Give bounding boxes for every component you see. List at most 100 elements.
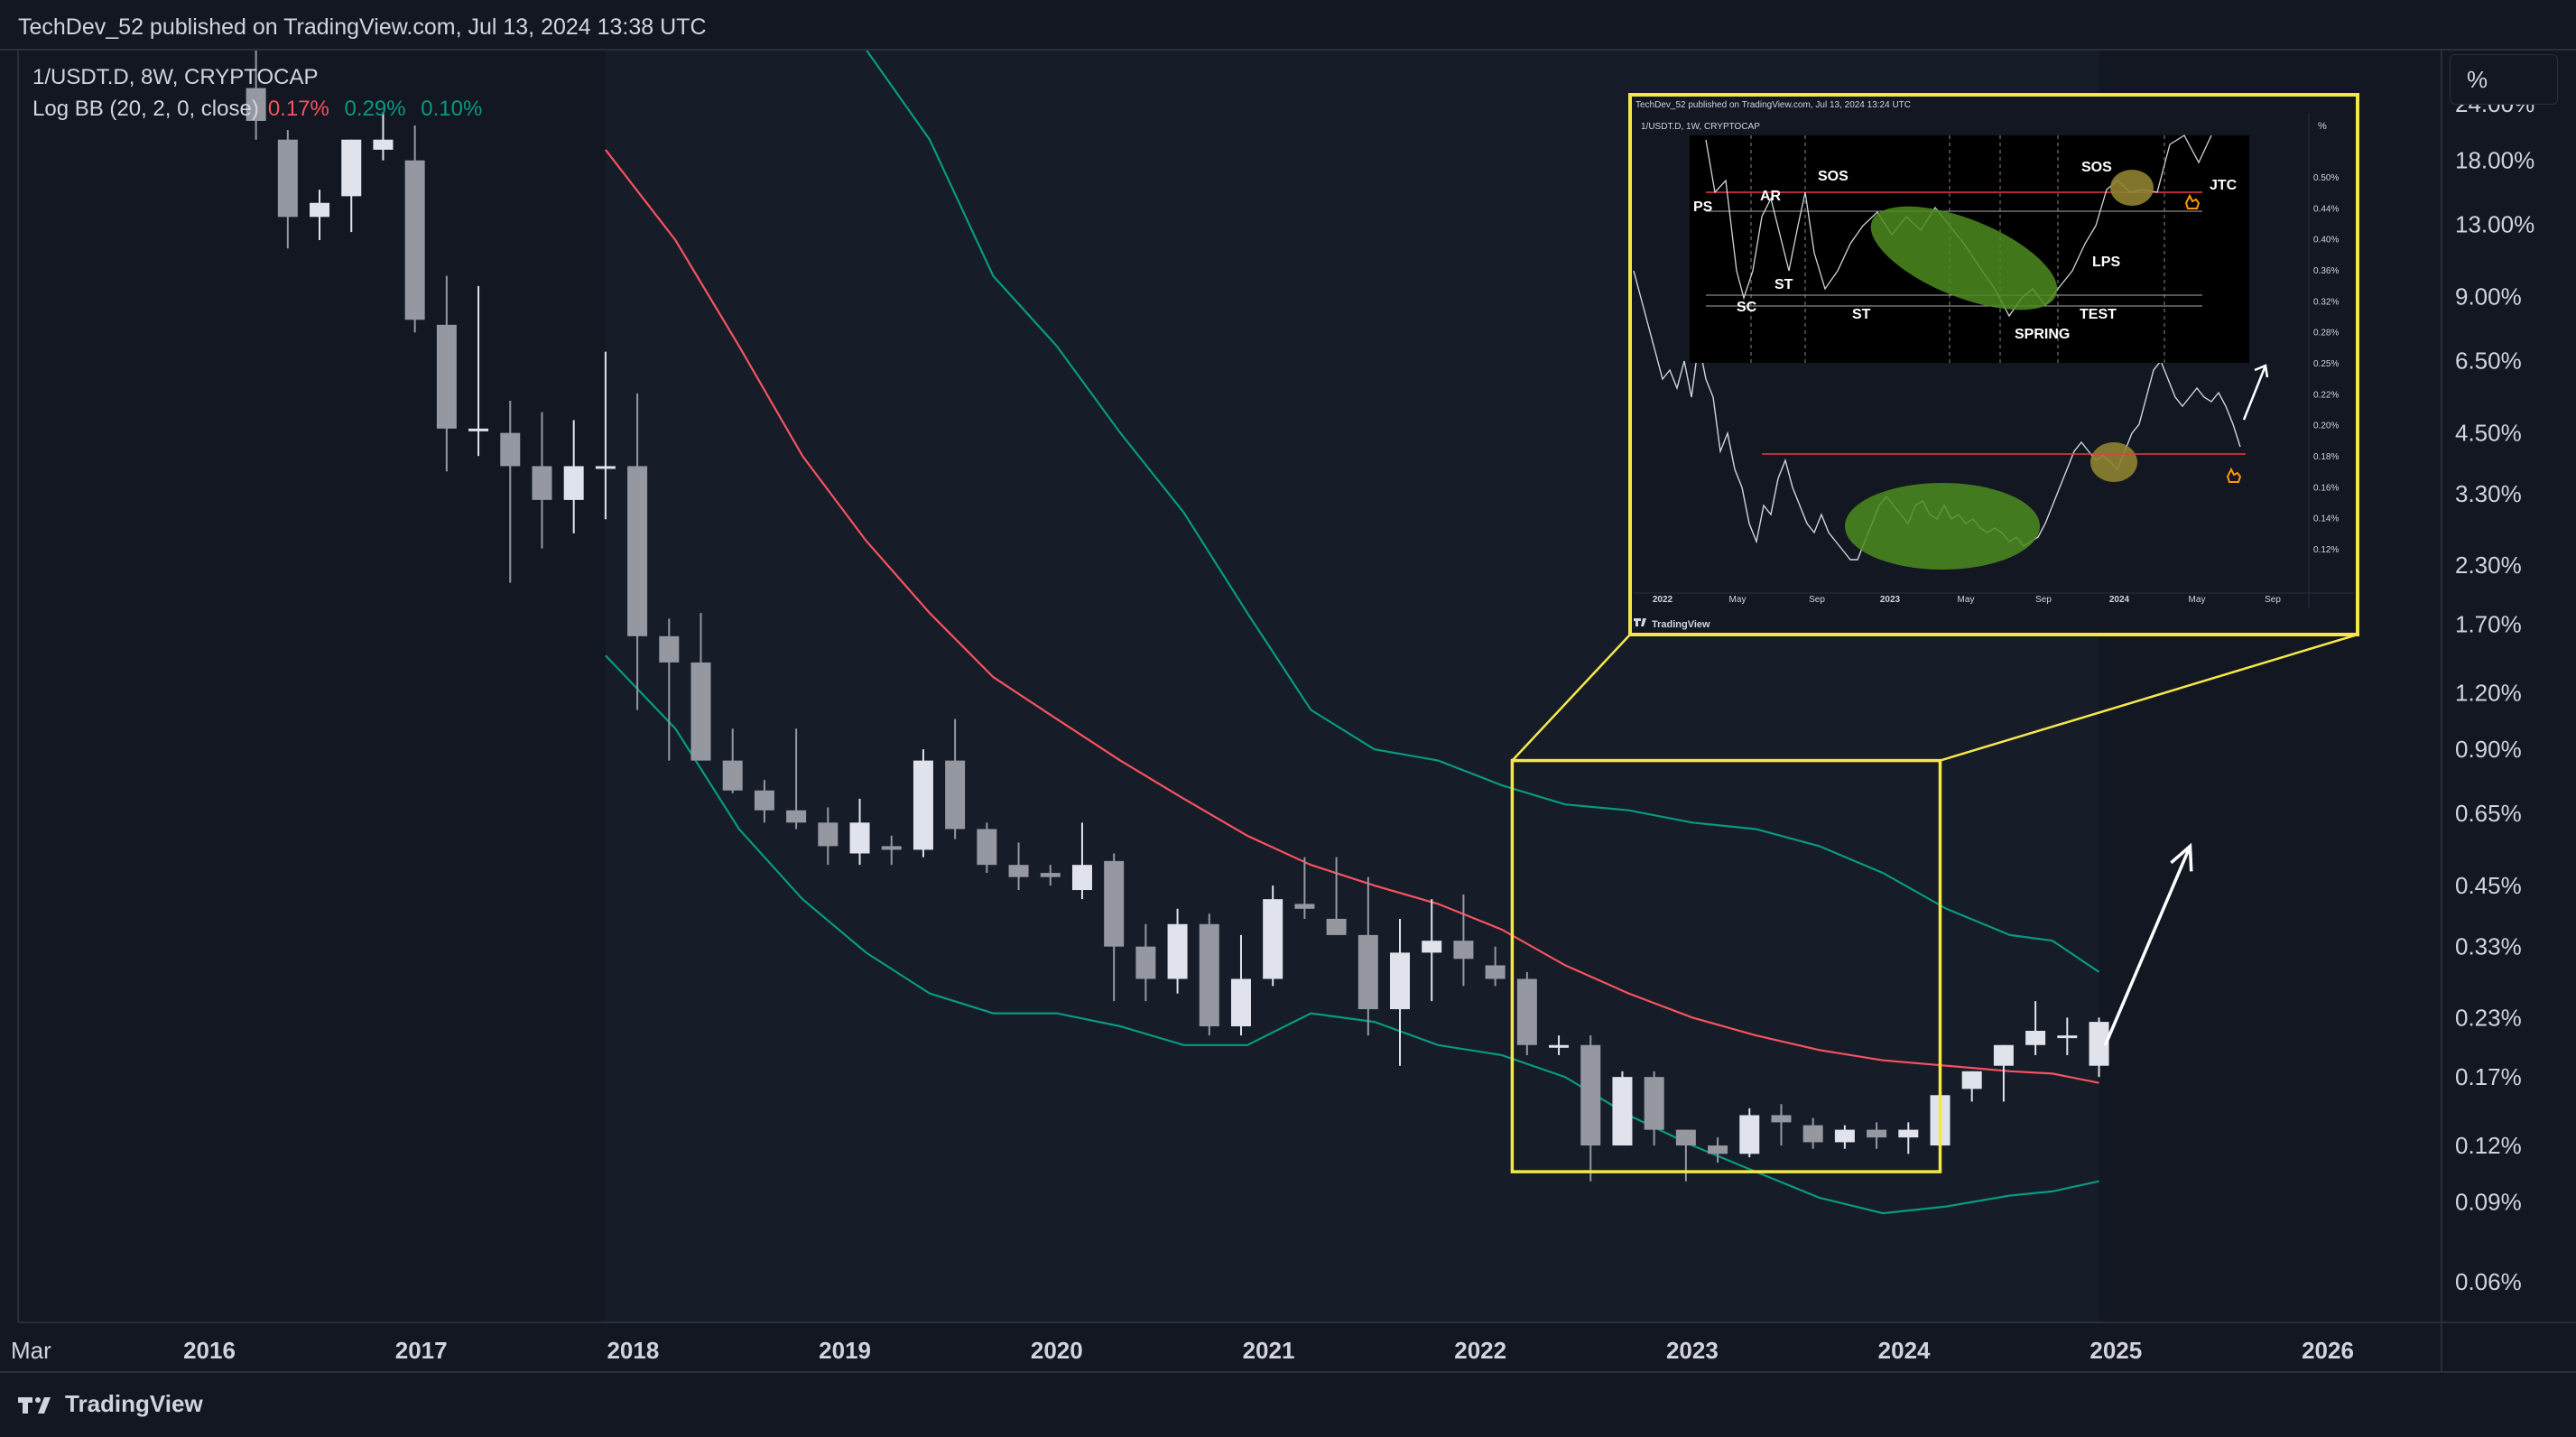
- percent-scale-button[interactable]: %: [2450, 54, 2558, 105]
- candle: [1294, 857, 1315, 919]
- inset-x-tick-label: 2022: [1653, 595, 1673, 605]
- candle-body: [1961, 1071, 1982, 1089]
- inset-x-tick-label: 2023: [1880, 595, 1901, 605]
- candle: [1104, 853, 1125, 1002]
- connector-line-right: [1940, 633, 2358, 762]
- published-line: TechDev_52 published on TradingView.com,…: [18, 14, 707, 40]
- candle-body: [690, 662, 711, 761]
- inset-y-tick-label: 0.40%: [2313, 236, 2339, 246]
- inset-wyckoff-label: JTC: [2210, 178, 2238, 193]
- inset-wyckoff-label: TEST: [2080, 307, 2117, 322]
- candle-body: [341, 139, 362, 197]
- candlestick-series: [246, 50, 2109, 1182]
- candle-body: [2057, 1035, 2078, 1039]
- candle-body: [754, 790, 774, 811]
- tradingview-footer: TradingView: [18, 1390, 203, 1418]
- tradingview-brand: TradingView: [65, 1390, 203, 1417]
- projection-arrow-shaft: [2103, 845, 2192, 1046]
- candle-body: [1008, 865, 1029, 877]
- candle: [722, 728, 743, 793]
- inset-accumulation-ellipse-top: [1870, 206, 2058, 311]
- candle-body: [468, 428, 489, 431]
- y-tick-label: 0.09%: [2455, 1189, 2522, 1216]
- candle-body: [1834, 1129, 1855, 1143]
- candle: [659, 618, 680, 761]
- inset-y-tick-label: 0.50%: [2313, 173, 2339, 183]
- candle: [849, 798, 870, 866]
- candle: [1516, 971, 1537, 1055]
- candle-body: [436, 324, 457, 429]
- candle-body: [849, 822, 870, 854]
- candle-body: [1357, 934, 1378, 1010]
- candle-body: [1104, 860, 1125, 947]
- candle: [373, 112, 394, 161]
- inset-wyckoff-label: SOS: [2081, 160, 2112, 175]
- inset-x-tick-label: Sep: [1809, 595, 1825, 605]
- candle: [310, 190, 330, 240]
- candle: [468, 285, 489, 457]
- candle-body: [277, 139, 298, 218]
- candle-body: [977, 829, 997, 866]
- candle: [1771, 1104, 1792, 1146]
- candle-body: [659, 635, 680, 663]
- candle: [1708, 1137, 1728, 1163]
- y-tick-label: 0.45%: [2455, 872, 2522, 899]
- y-tick-label: 2.30%: [2455, 552, 2522, 579]
- candle-body: [1739, 1115, 1760, 1154]
- candle: [1230, 934, 1251, 1036]
- inset-y-tick-label: 0.32%: [2313, 297, 2339, 307]
- candle-body: [1580, 1044, 1601, 1146]
- tradingview-logo-icon: [18, 1396, 51, 1414]
- inset-breakout-ellipse-top: [2110, 170, 2154, 206]
- inset-header: TechDev_52 published on TradingView.com,…: [1635, 100, 1911, 110]
- candle: [977, 822, 997, 874]
- candle: [690, 613, 711, 761]
- time-axis[interactable]: Mar 2016 2017 2018 2019 2020 2021 2022 2023 2024 2…: [11, 1337, 2354, 1364]
- candle-body: [500, 432, 521, 467]
- candle: [1040, 865, 1061, 886]
- inset-wyckoff-label: SC: [1737, 300, 1757, 315]
- candle: [786, 728, 807, 830]
- inset-brand: TradingView: [1652, 619, 1710, 630]
- candle: [595, 351, 616, 520]
- candle-body: [1675, 1129, 1696, 1146]
- inset-x-tick-label: May: [1729, 595, 1747, 605]
- x-tick-label: 2026: [2302, 1337, 2354, 1364]
- connector-line-left: [1511, 634, 1631, 762]
- candle: [1199, 913, 1219, 1036]
- candle: [532, 412, 552, 549]
- inset-chart: TechDev_52 published on TradingView.com,…: [1628, 93, 2359, 636]
- symbol-line[interactable]: 1/USDT.D, 8W, CRYPTOCAP: [32, 65, 319, 89]
- inset-wyckoff-label: ST: [1852, 307, 1871, 322]
- candle: [1326, 857, 1347, 935]
- candle-body: [1294, 904, 1315, 909]
- candle-body: [627, 466, 648, 636]
- candle: [1008, 842, 1029, 891]
- candle-body: [1549, 1044, 1570, 1048]
- indicator-line[interactable]: Log BB (20, 2, 0, close) 0.17% 0.29% 0.10…: [32, 93, 491, 125]
- x-tick-label: 2021: [1243, 1337, 1295, 1364]
- candle-body: [1644, 1077, 1664, 1130]
- x-tick-label: 2019: [819, 1337, 871, 1364]
- inset-wyckoff-label: PS: [1693, 199, 1713, 215]
- inset-x-tick-label: Sep: [2265, 595, 2281, 605]
- candle-body: [1326, 918, 1347, 935]
- inset-tradingview-logo-icon: [1634, 618, 1646, 626]
- candle: [1549, 1035, 1570, 1055]
- candle: [754, 780, 774, 823]
- inset-y-tick-label: 0.22%: [2313, 390, 2339, 400]
- candle-body: [310, 202, 330, 218]
- x-tick-label: 2024: [1878, 1337, 1931, 1364]
- candle: [1167, 908, 1188, 994]
- y-tick-label: 3.30%: [2455, 480, 2522, 507]
- projection-arrow-head: [2170, 842, 2193, 872]
- y-tick-label: 0.17%: [2455, 1063, 2522, 1090]
- inset-y-tick-label: 0.20%: [2313, 422, 2339, 431]
- inset-breakout-ellipse-bottom: [2090, 442, 2137, 482]
- inset-y-tick-label: 0.18%: [2313, 452, 2339, 462]
- candle: [1453, 895, 1474, 987]
- price-axis[interactable]: 24.00%18.00%13.00%9.00%6.50%4.50%3.30%2.…: [2455, 90, 2534, 1295]
- candle: [1390, 918, 1411, 1066]
- candle: [913, 749, 933, 858]
